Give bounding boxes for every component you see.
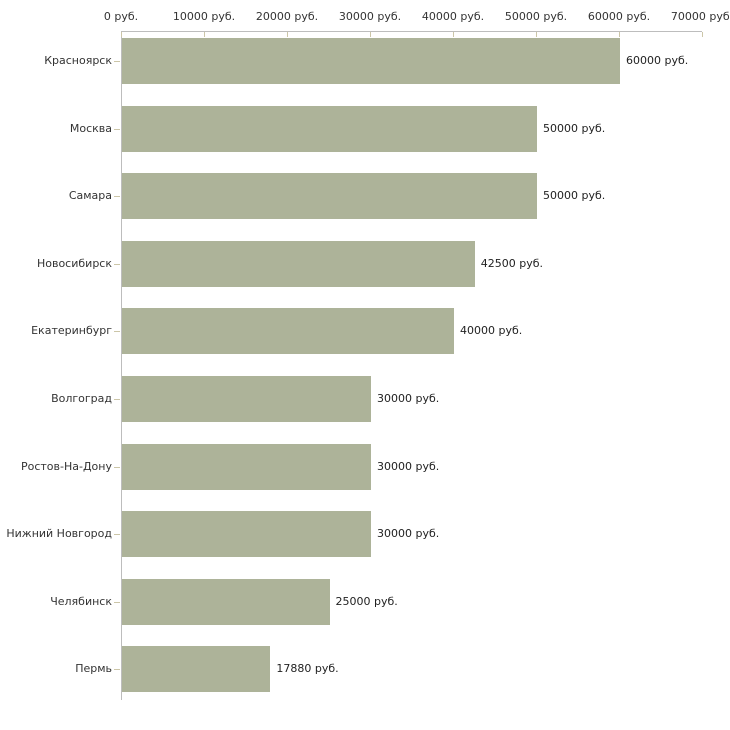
bar xyxy=(122,511,371,558)
x-axis-tick-label: 0 руб. xyxy=(103,10,139,23)
value-label: 30000 руб. xyxy=(377,527,440,541)
x-axis-tick-label: 20000 руб. xyxy=(255,10,319,23)
value-label: 25000 руб. xyxy=(335,594,398,608)
x-axis-tick-label: 40000 руб. xyxy=(421,10,485,23)
category-tick xyxy=(114,466,120,468)
category-tick xyxy=(114,534,120,536)
category-label: Пермь xyxy=(75,662,112,676)
value-label: 30000 руб. xyxy=(377,459,440,473)
x-axis-line xyxy=(121,31,702,32)
category-tick xyxy=(114,263,120,265)
category-label: Москва xyxy=(69,121,112,135)
category-label: Нижний Новгород xyxy=(6,527,112,541)
value-label: 50000 руб. xyxy=(543,189,606,203)
category-tick xyxy=(114,128,120,130)
category-tick xyxy=(114,331,120,333)
x-axis-tick xyxy=(204,32,205,37)
category-label: Новосибирск xyxy=(36,256,112,270)
bar xyxy=(122,443,371,490)
x-axis-tick xyxy=(702,32,703,37)
bar xyxy=(122,105,537,152)
y-axis-line xyxy=(121,31,122,700)
category-tick xyxy=(114,669,120,671)
value-label: 40000 руб. xyxy=(460,324,523,338)
category-tick xyxy=(114,61,120,62)
bar xyxy=(122,38,620,84)
value-label: 42500 руб. xyxy=(480,256,544,270)
category-tick xyxy=(114,601,120,603)
category-label: Челябинск xyxy=(50,594,112,608)
x-axis-tick xyxy=(536,32,537,37)
x-axis-tick-label: 30000 руб. xyxy=(338,10,402,23)
x-axis-tick xyxy=(453,32,454,37)
x-axis-tick xyxy=(121,32,122,37)
x-axis-tick xyxy=(370,32,371,37)
bar xyxy=(122,646,271,693)
bar xyxy=(122,376,371,422)
bar xyxy=(122,578,330,625)
x-axis-tick xyxy=(619,32,620,37)
x-axis-tick-label: 50000 руб. xyxy=(504,10,568,23)
category-label: Красноярск xyxy=(44,54,112,67)
category-label: Волгоград xyxy=(51,392,112,405)
category-tick xyxy=(114,399,120,400)
value-label: 17880 руб. xyxy=(276,662,339,676)
category-label: Екатеринбург xyxy=(31,324,112,338)
x-axis-tick-label: 70000 руб. xyxy=(670,10,730,23)
category-label: Ростов-На-Дону xyxy=(20,459,112,473)
bar xyxy=(122,240,475,287)
value-label: 30000 руб. xyxy=(377,392,440,405)
category-tick xyxy=(114,196,120,198)
bar xyxy=(122,308,454,355)
x-axis-tick-label: 60000 руб. xyxy=(587,10,651,23)
x-axis-tick-label: 10000 руб. xyxy=(172,10,236,23)
x-axis-tick xyxy=(287,32,288,37)
value-label: 50000 руб. xyxy=(543,121,606,135)
bar xyxy=(122,173,537,220)
value-label: 60000 руб. xyxy=(626,54,689,67)
category-label: Самара xyxy=(68,189,112,203)
